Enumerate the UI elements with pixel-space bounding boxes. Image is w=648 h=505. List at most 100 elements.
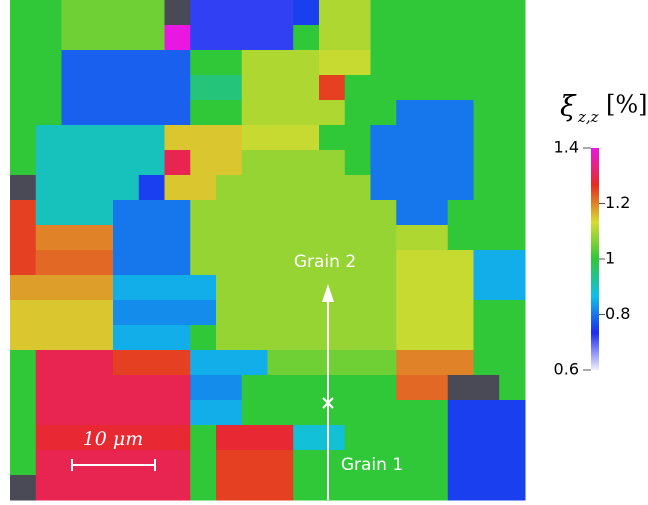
cell bbox=[447, 200, 474, 226]
cell bbox=[61, 375, 88, 401]
cell bbox=[499, 225, 526, 251]
cell bbox=[396, 0, 423, 26]
cell bbox=[113, 125, 140, 151]
cell bbox=[164, 450, 191, 476]
cell bbox=[61, 325, 88, 351]
cell bbox=[293, 100, 320, 126]
cell bbox=[293, 175, 320, 201]
cell bbox=[370, 425, 397, 451]
cell bbox=[267, 475, 294, 501]
empty-cell bbox=[10, 175, 37, 201]
cell bbox=[319, 75, 346, 101]
cell bbox=[10, 425, 37, 451]
cell bbox=[10, 0, 37, 26]
cell bbox=[422, 250, 449, 276]
cell bbox=[35, 50, 62, 76]
cell bbox=[293, 0, 320, 26]
cell bbox=[319, 375, 346, 401]
cell bbox=[293, 275, 320, 301]
cell bbox=[473, 225, 500, 251]
cell bbox=[447, 175, 474, 201]
cell bbox=[396, 425, 423, 451]
cell bbox=[216, 125, 243, 151]
cell bbox=[113, 75, 140, 101]
cell bbox=[344, 450, 371, 476]
cell bbox=[113, 50, 140, 76]
cell bbox=[138, 200, 165, 226]
cell bbox=[61, 175, 88, 201]
cell bbox=[164, 175, 191, 201]
cell bbox=[35, 175, 62, 201]
cell bbox=[164, 25, 191, 51]
cell bbox=[216, 275, 243, 301]
empty-cell bbox=[164, 0, 191, 26]
cell bbox=[10, 100, 37, 126]
cell bbox=[138, 150, 165, 176]
cell bbox=[138, 0, 165, 26]
cell bbox=[267, 425, 294, 451]
cell bbox=[396, 175, 423, 201]
cell bbox=[473, 475, 500, 501]
cell bbox=[190, 475, 217, 501]
cell bbox=[61, 50, 88, 76]
cell bbox=[499, 425, 526, 451]
cell bbox=[35, 200, 62, 226]
cell bbox=[422, 375, 449, 401]
cell bbox=[396, 475, 423, 501]
cell bbox=[473, 50, 500, 76]
cell bbox=[10, 450, 37, 476]
cell bbox=[267, 375, 294, 401]
cell bbox=[293, 325, 320, 351]
cell bbox=[422, 200, 449, 226]
cell bbox=[190, 125, 217, 151]
cell bbox=[473, 200, 500, 226]
cell bbox=[319, 250, 346, 276]
cell bbox=[447, 350, 474, 376]
cell bbox=[190, 0, 217, 26]
cell bbox=[10, 75, 37, 101]
cell bbox=[344, 25, 371, 51]
cell bbox=[473, 150, 500, 176]
cell bbox=[87, 375, 114, 401]
cell bbox=[61, 275, 88, 301]
cell bbox=[267, 75, 294, 101]
cell bbox=[241, 225, 268, 251]
cell bbox=[447, 75, 474, 101]
cell bbox=[87, 400, 114, 426]
cross-marker bbox=[322, 397, 334, 409]
cell bbox=[241, 175, 268, 201]
cell bbox=[113, 150, 140, 176]
cell bbox=[87, 150, 114, 176]
cell bbox=[113, 25, 140, 51]
cell bbox=[396, 125, 423, 151]
cell bbox=[319, 350, 346, 376]
cell bbox=[447, 425, 474, 451]
cell bbox=[370, 325, 397, 351]
cell bbox=[267, 275, 294, 301]
cell bbox=[370, 25, 397, 51]
cell bbox=[344, 275, 371, 301]
cell bbox=[267, 325, 294, 351]
cell bbox=[87, 250, 114, 276]
cell bbox=[113, 325, 140, 351]
annotation: Grain 2 bbox=[294, 252, 356, 272]
cell bbox=[10, 275, 37, 301]
cell bbox=[447, 25, 474, 51]
cell bbox=[499, 200, 526, 226]
cell bbox=[87, 25, 114, 51]
cell bbox=[319, 225, 346, 251]
cell bbox=[35, 325, 62, 351]
cell bbox=[396, 250, 423, 276]
overlay bbox=[71, 284, 334, 500]
cell bbox=[267, 200, 294, 226]
cell bbox=[113, 425, 140, 451]
cell bbox=[164, 150, 191, 176]
cell bbox=[499, 325, 526, 351]
cell bbox=[499, 50, 526, 76]
cell bbox=[241, 100, 268, 126]
cell bbox=[422, 275, 449, 301]
cell bbox=[35, 0, 62, 26]
cell bbox=[87, 50, 114, 76]
cell bbox=[216, 325, 243, 351]
